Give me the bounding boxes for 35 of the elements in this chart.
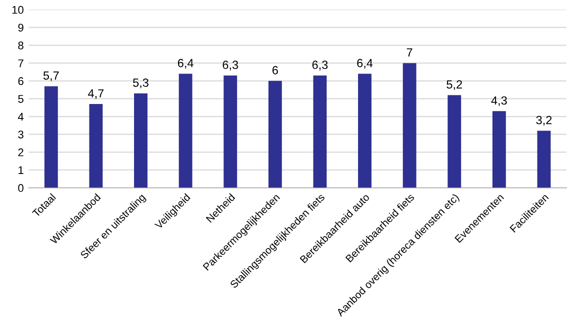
bar [134,93,148,188]
data-label: 7 [406,48,412,56]
data-label: 5,7 [43,72,59,82]
bar [44,86,58,188]
data-label: 6,4 [178,58,194,69]
bar [492,111,506,188]
bar [448,95,462,188]
bar [313,76,327,188]
data-label: 6,3 [222,60,238,70]
data-label: 5,3 [133,78,148,88]
y-tick-label: 3 [18,130,24,138]
data-label: 4,3 [491,96,507,106]
bar [178,74,192,188]
y-tick-label: 4 [18,112,24,121]
y-tick-label: 10 [12,6,24,14]
y-tick-label: 7 [18,59,24,68]
data-label: 5,2 [446,80,462,90]
data-label: 6,3 [312,60,328,70]
data-label: 3,2 [536,116,552,126]
y-tick-label: 6 [18,77,24,86]
bar [224,76,238,188]
y-tick-label: 0 [18,184,24,192]
data-label: 6,4 [357,58,373,69]
data-label: 4,7 [88,89,104,99]
data-label: 6 [272,66,278,74]
bar [268,80,282,188]
bar [402,63,416,188]
y-tick-label: 1 [18,166,24,174]
y-tick-label: 8 [18,42,24,50]
y-tick-label: 9 [18,24,24,32]
bar [89,104,103,188]
y-tick-label: 2 [18,148,24,156]
y-tick-label: 5 [18,95,24,103]
bar [358,74,372,188]
bar [537,130,551,188]
